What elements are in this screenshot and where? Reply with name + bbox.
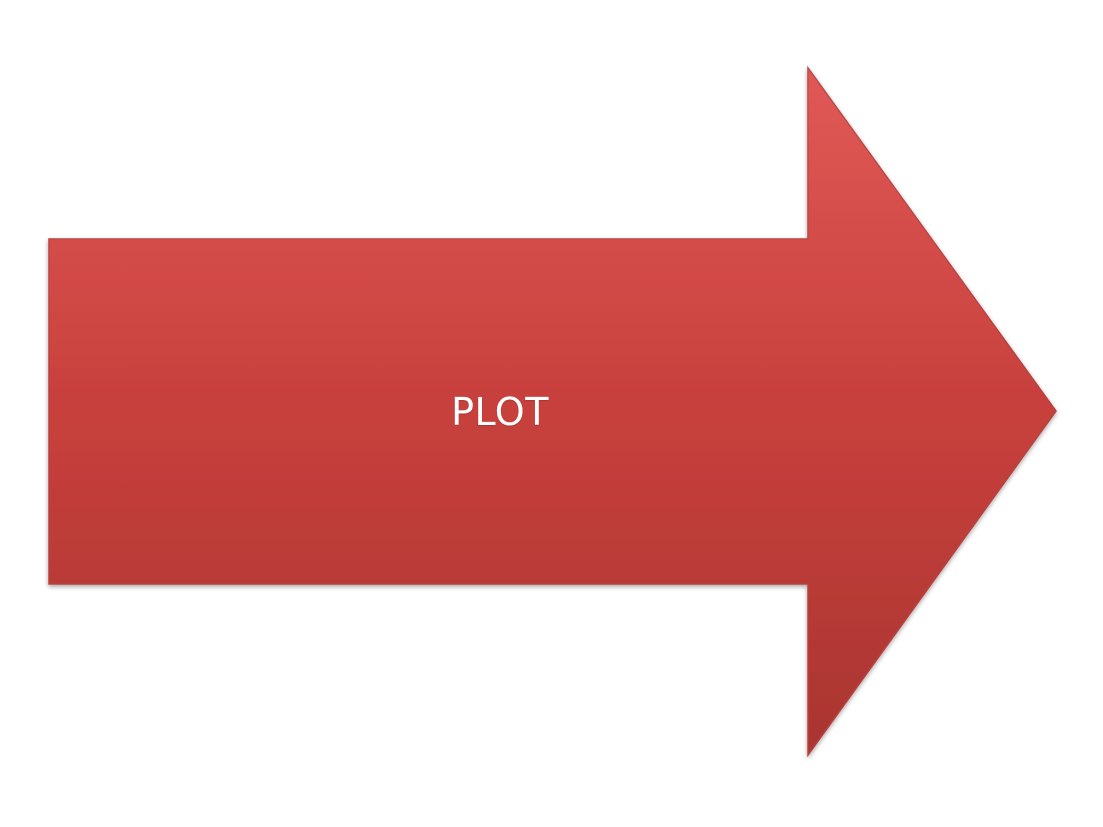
arrow-sheen (49, 68, 1056, 755)
arrow-label: PLOT (451, 390, 549, 434)
